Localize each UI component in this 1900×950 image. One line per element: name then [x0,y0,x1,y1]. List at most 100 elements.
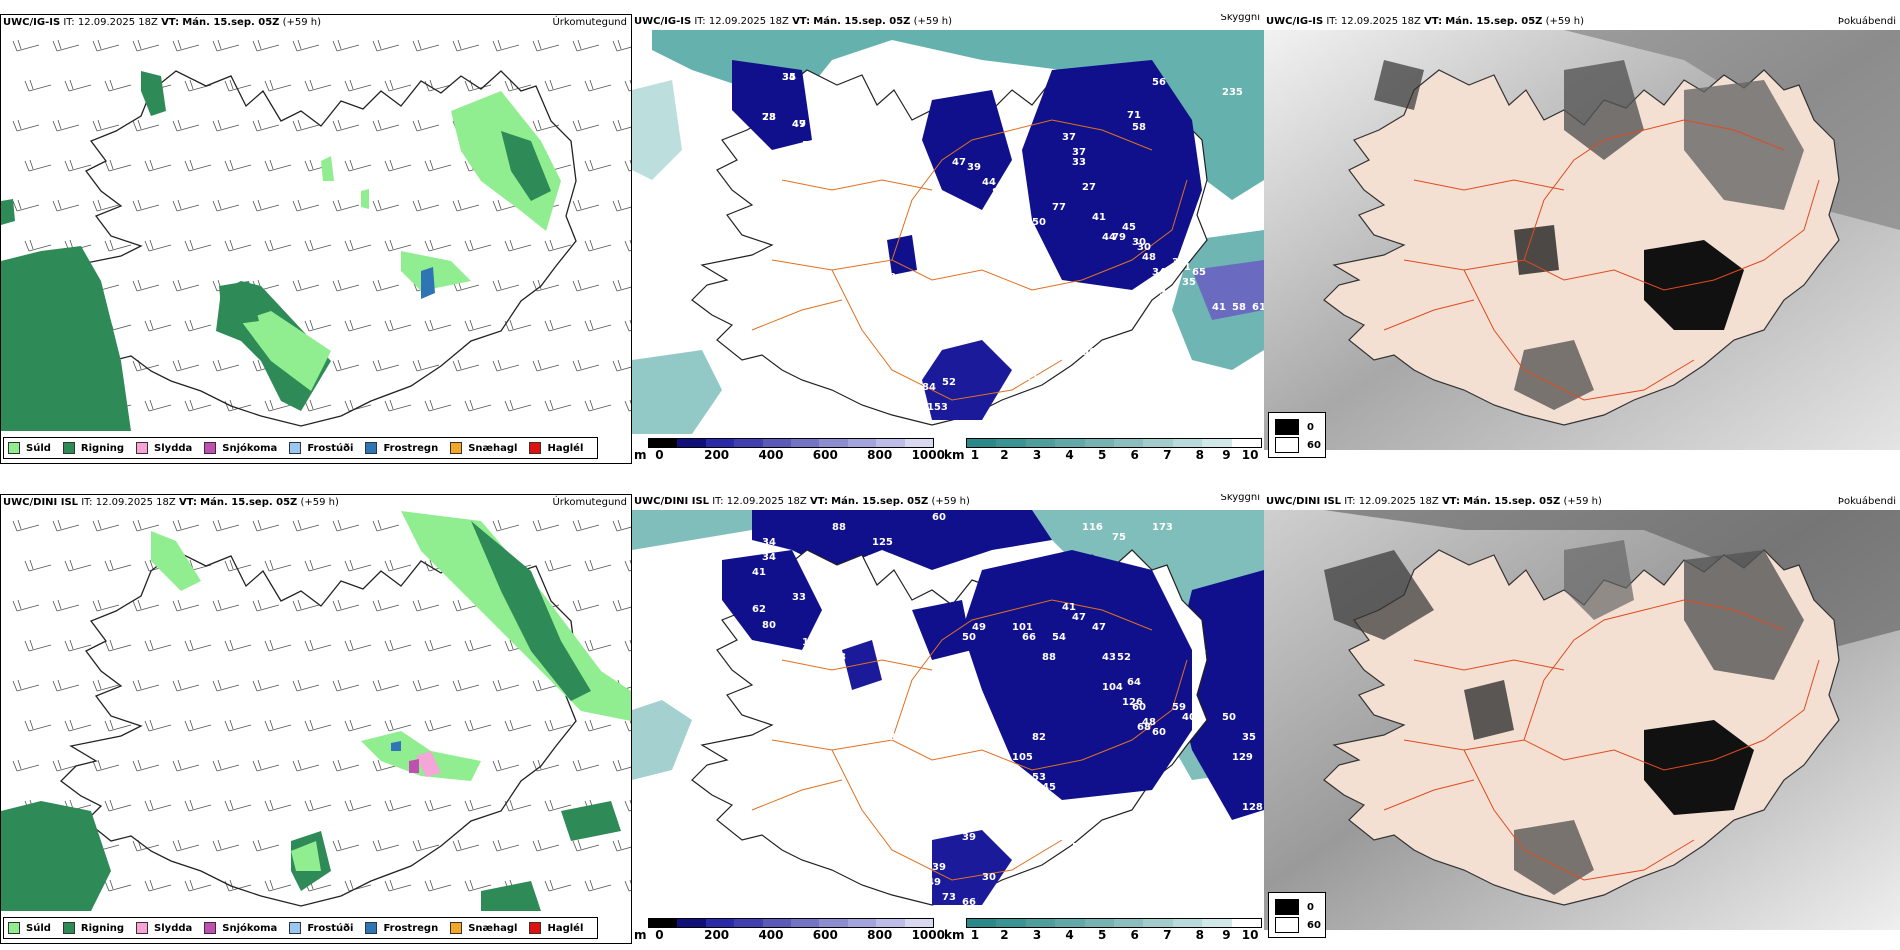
cloud-base-value: 116 [1082,522,1103,533]
cloud-base-value: 108 [1252,862,1264,873]
cloud-base-value: 58 [1132,122,1146,133]
cloud-base-value: 78 [762,112,776,123]
cloud-base-value: 40 [1182,712,1196,723]
cloud-base-value: 80 [762,620,776,631]
cloud-base-value: 63 [882,272,896,283]
cloud-base-value: 43 [1102,652,1116,663]
panel-variable-name: Úrkomutegund [552,17,627,28]
cloud-base-value: 105 [1012,752,1033,763]
fog-index-legend: 0 60 [1268,892,1326,938]
cloud-base-value: 79 [1112,232,1126,243]
cloud-base-value: 58 [1112,852,1126,863]
cloud-base-value: 71 [1127,110,1141,121]
cloud-base-value: 62 [752,604,766,615]
cloud-base-value: 41 [1212,302,1226,313]
cloud-base-value: 52 [1117,652,1131,663]
cloud-base-value: 98 [832,652,846,663]
cloud-base-value: 52 [942,377,956,388]
cloud-base-value: 96 [1082,347,1096,358]
cloud-base-value: 91 [862,702,876,713]
cloud-base-value: 34 [762,537,776,548]
rain-areas [1,511,631,911]
cloud-base-value: 44 [982,177,996,188]
cloud-base-value: 135 [1012,242,1033,253]
precip-panel-2: UWC/DINI ISL IT: 12.09.2025 18Z VT: Mán.… [0,494,632,944]
fog-index-areas [1324,540,1804,895]
cloud-base-value: 41 [1092,212,1106,223]
panel-variable-name: Úrkomutegund [552,497,627,508]
cloud-base-value: 235 [1222,87,1243,98]
cloud-base-value: 25 [812,222,826,233]
fog-panel-1: UWC/IG-IS IT: 12.09.2025 18Z VT: Mán. 15… [1264,14,1900,464]
cloud-base-value: 47 [1092,622,1106,633]
cloud-base-value: 86 [1052,832,1066,843]
cloud-base-value: 47 [1122,857,1136,868]
cloud-base-value: 54 [1052,632,1066,643]
cloud-base-value: 101 [1012,622,1033,633]
cloud-base-value: 44 [1102,232,1116,243]
cloud-base-colorbar: m 0 200 400 600 800 1000 [634,436,945,462]
cloud-base-value: 47 [952,157,966,168]
cloud-base-value: 44 [1062,882,1076,893]
cloud-base-value: 84 [922,382,936,393]
panel-variable-name: Þokuábendi [1837,16,1896,27]
precip-panel-1: UWC/IG-IS IT: 12.09.2025 18Z VT: Mán. 15… [0,14,632,464]
iceland-outline [60,70,577,427]
cloud-base-value: 39 [1152,287,1166,298]
cloud-base-value: 33 [1072,157,1086,168]
cloud-base-value: 35 [782,72,796,83]
cloud-base-value: 34 [762,552,776,563]
cloud-panel-2: UWC/DINI ISL IT: 12.09.2025 18Z VT: Mán.… [632,494,1264,944]
visibility-colorbar: km 1 2 3 4 5 6 7 8 9 10 [944,916,1262,942]
cloud-base-value: 66 [1022,632,1036,643]
road-network [751,119,1188,401]
panel-header: UWC/IG-IS IT: 12.09.2025 18Z VT: Mán. 15… [3,17,627,28]
panel-header: UWC/IG-IS IT: 12.09.2025 18Z VT: Mán. 15… [1266,16,1896,27]
cloud-base-value: 132 [842,692,863,703]
cloud-map-2[interactable]: 8812512660116751733434413362801079813291… [632,510,1264,914]
cloud-base-value: 30 [1162,272,1176,283]
panel-header: UWC/IG-IS IT: 12.09.2025 18Z VT: Mán. 15… [634,14,1260,27]
cloud-base-value: 53 [1032,772,1046,783]
precip-map-1[interactable] [1,31,631,441]
cloud-base-value: 50 [1032,217,1046,228]
cloud-base-value: 37 [1062,132,1076,143]
precip-map-2[interactable] [1,511,631,921]
cloud-base-value: 49 [927,877,941,888]
cloud-base-value: 125 [872,537,893,548]
cloud-base-value: 108 [1122,342,1143,353]
cloud-base-value: 65 [1192,267,1206,278]
cloud-base-value: 50 [962,632,976,643]
precip-type-legend: Súld Rigning Slydda Snjókoma Frostúði Fr… [3,917,599,939]
cloud-base-value: 39 [967,162,981,173]
fog-map-2[interactable] [1264,510,1900,930]
cloud-base-value: 79 [1062,802,1076,813]
cloud-base-value: 47 [1072,612,1086,623]
cloud-base-value: 105 [837,242,858,253]
panel-variable-name: Skyggni [1220,14,1260,23]
road-network [1383,119,1820,401]
cloud-base-value: 43 [1102,837,1116,848]
cloud-base-value: 215 [1017,372,1038,383]
cloud-base-value: 27 [1082,182,1096,193]
cloud-base-value: 940 [922,772,943,783]
cloud-base-value: 93 [847,194,861,205]
cloud-base-value: 126 [867,554,888,565]
cloud-base-value: 47 [792,119,806,130]
cloud-base-value: 77 [1052,202,1066,213]
low-cloud-areas [722,550,1192,905]
cloud-base-value: 48 [1142,252,1156,263]
cloud-base-value: 30 [982,872,996,883]
cloud-base-value: 41 [1062,602,1076,613]
cloud-base-value: 57 [1072,842,1086,853]
precip-type-legend: Súld Rigning Slydda Snjókoma Frostúði Fr… [3,437,599,459]
low-cloud-areas [732,60,1264,420]
cloud-base-value: 56 [1152,77,1166,88]
cloud-base-value: 126 [1122,697,1143,708]
cloud-base-value: 53 [782,172,796,183]
fog-map-1[interactable] [1264,30,1900,450]
cloud-base-value: 60 [1152,727,1166,738]
cloud-base-value: 60 [1132,702,1146,713]
